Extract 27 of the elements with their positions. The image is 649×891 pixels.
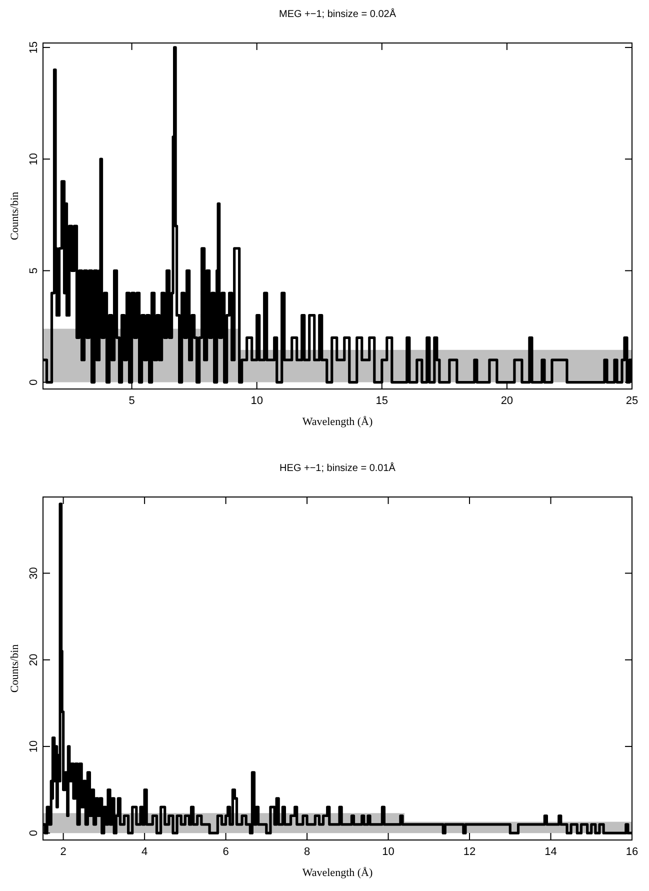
x-tick-label: 5 [128,395,135,407]
x-tick-label: 15 [376,395,388,407]
x-tick-label: 10 [382,846,394,858]
y-tick-label: 5 [28,268,40,274]
x-axis-title: Wavelength (Å) [302,415,373,428]
x-tick-label: 4 [141,846,148,858]
x-tick-label: 16 [626,846,638,858]
x-tick-label: 12 [463,846,476,858]
y-tick-label: 10 [28,152,40,166]
y-tick-label: 0 [28,379,40,386]
y-tick-label: 0 [28,830,40,836]
y-tick-label: 10 [28,740,40,753]
y-tick-label: 15 [28,41,40,54]
x-tick-label: 2 [60,846,66,858]
x-tick-label: 25 [626,395,638,407]
x-tick-label: 10 [250,395,263,407]
x-tick-label: 20 [500,395,514,407]
y-tick-label: 20 [28,654,40,666]
chart-title: HEG +−1; binsize = 0.01Å [280,462,396,474]
x-tick-label: 14 [544,846,557,858]
x-tick-label: 6 [222,846,229,858]
x-axis-title: Wavelength (Å) [302,866,373,879]
chart-title: MEG +−1; binsize = 0.02Å [278,8,396,20]
y-tick-label: 30 [28,567,40,580]
x-tick-label: 8 [304,846,310,858]
y-axis-title: Counts/bin [9,191,21,240]
y-axis-title: Counts/bin [9,644,21,693]
